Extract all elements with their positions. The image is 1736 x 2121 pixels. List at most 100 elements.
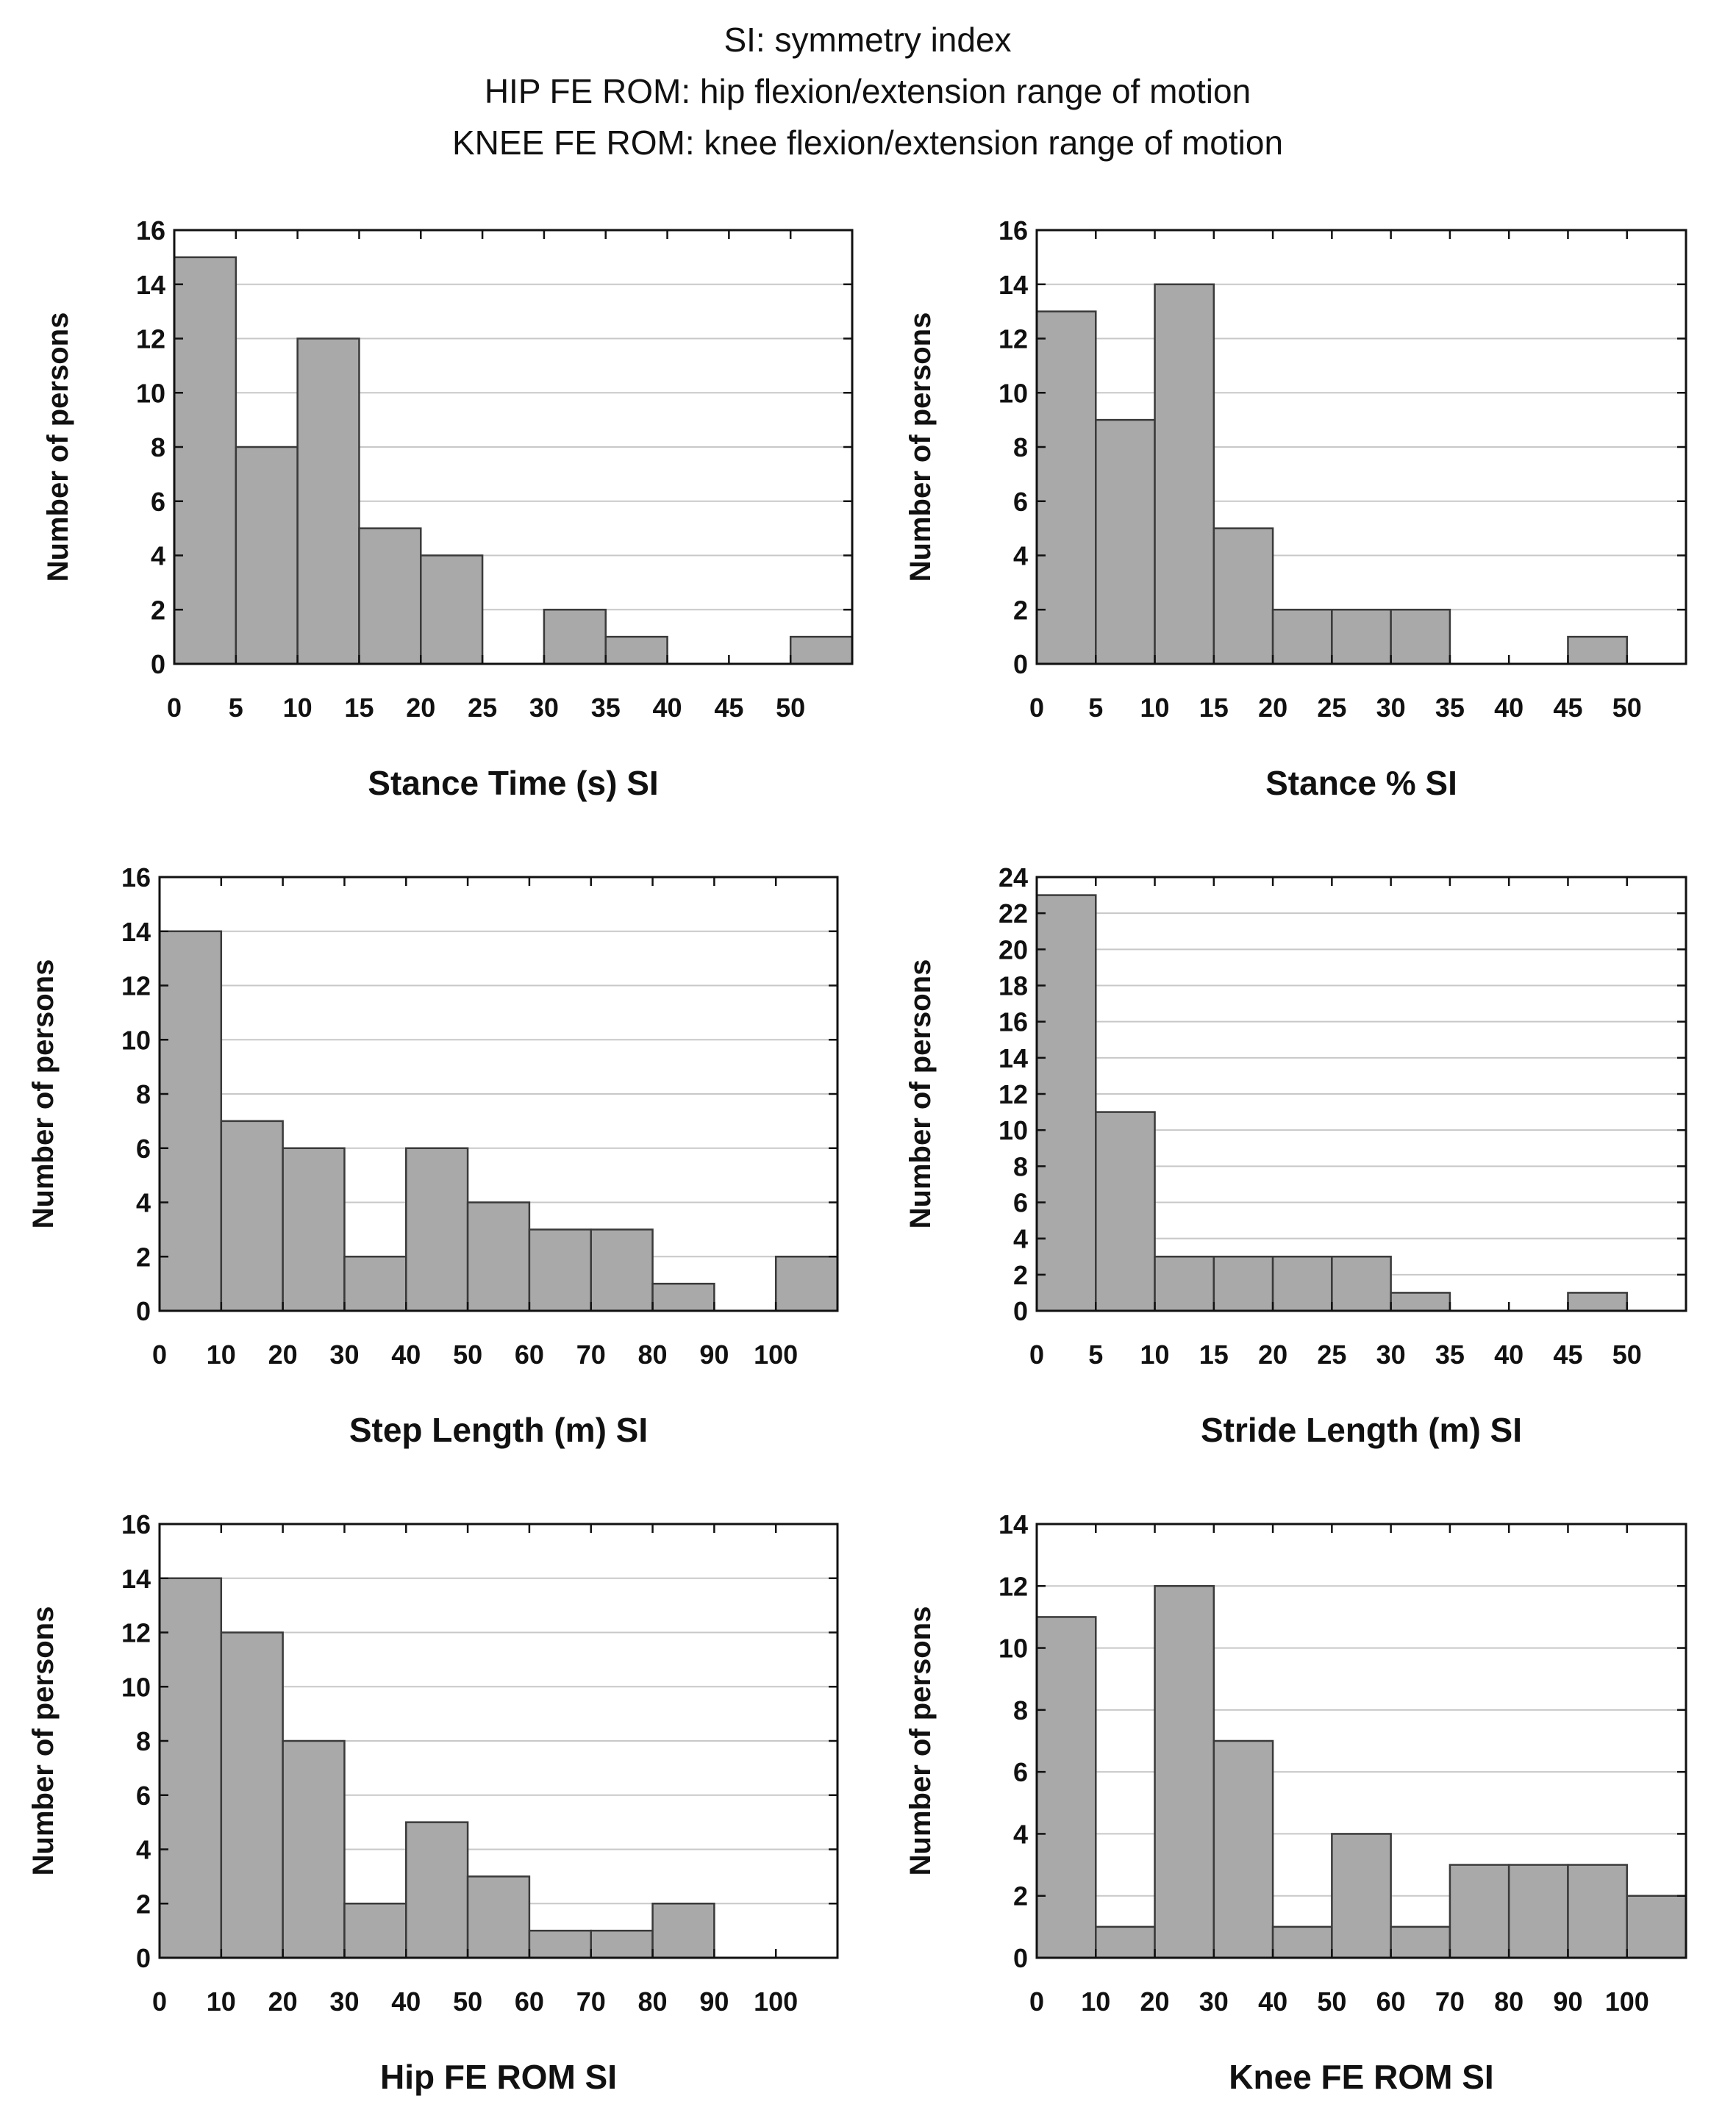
x-tick-label: 40 (1494, 693, 1524, 723)
x-axis-label: Stride Length (m) SI (1201, 1411, 1522, 1449)
y-tick-label: 10 (999, 1634, 1028, 1664)
y-tick-label: 14 (999, 1509, 1028, 1539)
y-tick-label: 16 (999, 215, 1028, 246)
x-tick-label: 100 (754, 1986, 798, 2017)
y-axis-label: Number of persons (904, 312, 937, 582)
histogram-bar (1095, 418, 1156, 665)
y-tick-label: 10 (121, 1672, 151, 1702)
histogram-bar (1212, 1256, 1274, 1312)
y-tick-label: 0 (1013, 1296, 1028, 1326)
x-tick-label: 25 (1317, 693, 1346, 723)
histogram-bar (466, 1875, 531, 1959)
histogram-bar (789, 635, 854, 665)
x-tick-label: 10 (1140, 693, 1170, 723)
histogram-bar (651, 1903, 715, 1959)
x-axis-label: Stance % SI (1265, 764, 1457, 802)
histogram-bar (1390, 1292, 1451, 1312)
y-tick-label: 4 (136, 1835, 151, 1865)
histogram-bar (1035, 1616, 1097, 1959)
x-tick-label: 5 (229, 693, 243, 723)
x-tick-label: 0 (167, 693, 182, 723)
y-tick-label: 6 (136, 1781, 151, 1811)
x-tick-label: 20 (1140, 1986, 1170, 2017)
x-tick-label: 30 (1376, 693, 1406, 723)
chart-stance-time-si: 0 2 4 6 8 10 12 14 16 0 5 10 15 20 25 30 35 40 45 50 Stance … (42, 215, 854, 802)
y-tick-label: 2 (151, 595, 165, 625)
x-tick-label: 70 (1435, 1986, 1465, 2017)
y-tick-label: 4 (151, 541, 165, 571)
x-tick-label: 0 (1029, 1340, 1044, 1370)
x-tick-label: 25 (468, 693, 497, 723)
y-axis-label: Number of persons (42, 312, 74, 582)
x-tick-label: 80 (638, 1986, 668, 2017)
histogram-bar (158, 1577, 223, 1959)
x-tick-label: 20 (1258, 1340, 1287, 1370)
x-tick-label: 15 (1199, 693, 1229, 723)
y-axis-label: Number of persons (904, 1606, 937, 1876)
histogram-bar (1154, 1256, 1215, 1312)
y-tick-label: 12 (121, 1618, 151, 1648)
y-tick-label: 12 (999, 1079, 1028, 1109)
y-tick-label: 0 (136, 1296, 151, 1326)
histogram-bar (220, 1631, 284, 1959)
x-tick-label: 40 (391, 1340, 421, 1370)
x-tick-label: 25 (1317, 1340, 1346, 1370)
y-tick-label: 18 (999, 971, 1028, 1001)
x-tick-label: 20 (1258, 693, 1287, 723)
histogram-bar (1212, 527, 1274, 665)
figure-header: SI: symmetry index HIP FE ROM: hip flexi… (452, 21, 1283, 162)
chart-step-length-si: 0 2 4 6 8 10 12 14 16 0 10 20 30 40 50 60 70 80 90 100 Step … (27, 862, 839, 1449)
histogram-bar (1271, 609, 1333, 665)
x-tick-label: 0 (1029, 693, 1044, 723)
x-tick-label: 90 (699, 1340, 729, 1370)
y-tick-label: 6 (136, 1134, 151, 1164)
histogram-bar (1095, 1925, 1156, 1959)
y-tick-label: 2 (1013, 1881, 1028, 1911)
histogram-bar (282, 1147, 346, 1312)
y-tick-label: 0 (1013, 649, 1028, 679)
histogram-bar (1035, 894, 1097, 1312)
y-tick-label: 2 (1013, 595, 1028, 625)
x-tick-label: 20 (268, 1340, 298, 1370)
histogram-bar (282, 1739, 346, 1959)
x-tick-label: 90 (1553, 1986, 1582, 2017)
histogram-bar (296, 337, 360, 665)
y-tick-label: 12 (999, 1571, 1028, 1601)
histogram-bar (1035, 310, 1097, 665)
histogram-bar (1331, 1256, 1392, 1312)
x-tick-label: 30 (1376, 1340, 1406, 1370)
x-tick-label: 45 (714, 693, 743, 723)
y-axis-label: Number of persons (27, 1606, 60, 1876)
histogram-bar (1567, 1292, 1628, 1312)
y-tick-label: 10 (999, 378, 1028, 408)
x-tick-label: 0 (152, 1340, 167, 1370)
x-tick-label: 40 (653, 693, 682, 723)
x-tick-label: 40 (1258, 1986, 1287, 2017)
y-tick-label: 20 (999, 934, 1028, 965)
y-tick-label: 12 (999, 324, 1028, 354)
x-tick-label: 60 (515, 1986, 544, 2017)
histogram-bar (358, 527, 422, 665)
histogram-bar (235, 446, 299, 665)
x-tick-label: 20 (406, 693, 435, 723)
histogram-bar (651, 1282, 715, 1312)
y-tick-label: 6 (1013, 1757, 1028, 1787)
histogram-bar (604, 635, 668, 665)
y-tick-label: 12 (121, 971, 151, 1001)
x-tick-label: 0 (1029, 1986, 1044, 2017)
x-tick-label: 60 (1376, 1986, 1406, 2017)
x-axis-label: Knee FE ROM SI (1229, 2058, 1493, 2096)
y-tick-label: 4 (1013, 1819, 1028, 1849)
y-tick-label: 10 (999, 1115, 1028, 1145)
y-tick-label: 16 (121, 862, 151, 893)
x-tick-label: 10 (207, 1986, 236, 2017)
y-tick-label: 10 (136, 378, 165, 408)
y-tick-label: 4 (1013, 541, 1028, 571)
x-axis-label: Stance Time (s) SI (368, 764, 658, 802)
histogram-bar (173, 256, 237, 665)
x-axis-label: Step Length (m) SI (349, 1411, 648, 1449)
y-tick-label: 8 (136, 1726, 151, 1756)
y-tick-label: 14 (121, 917, 151, 947)
